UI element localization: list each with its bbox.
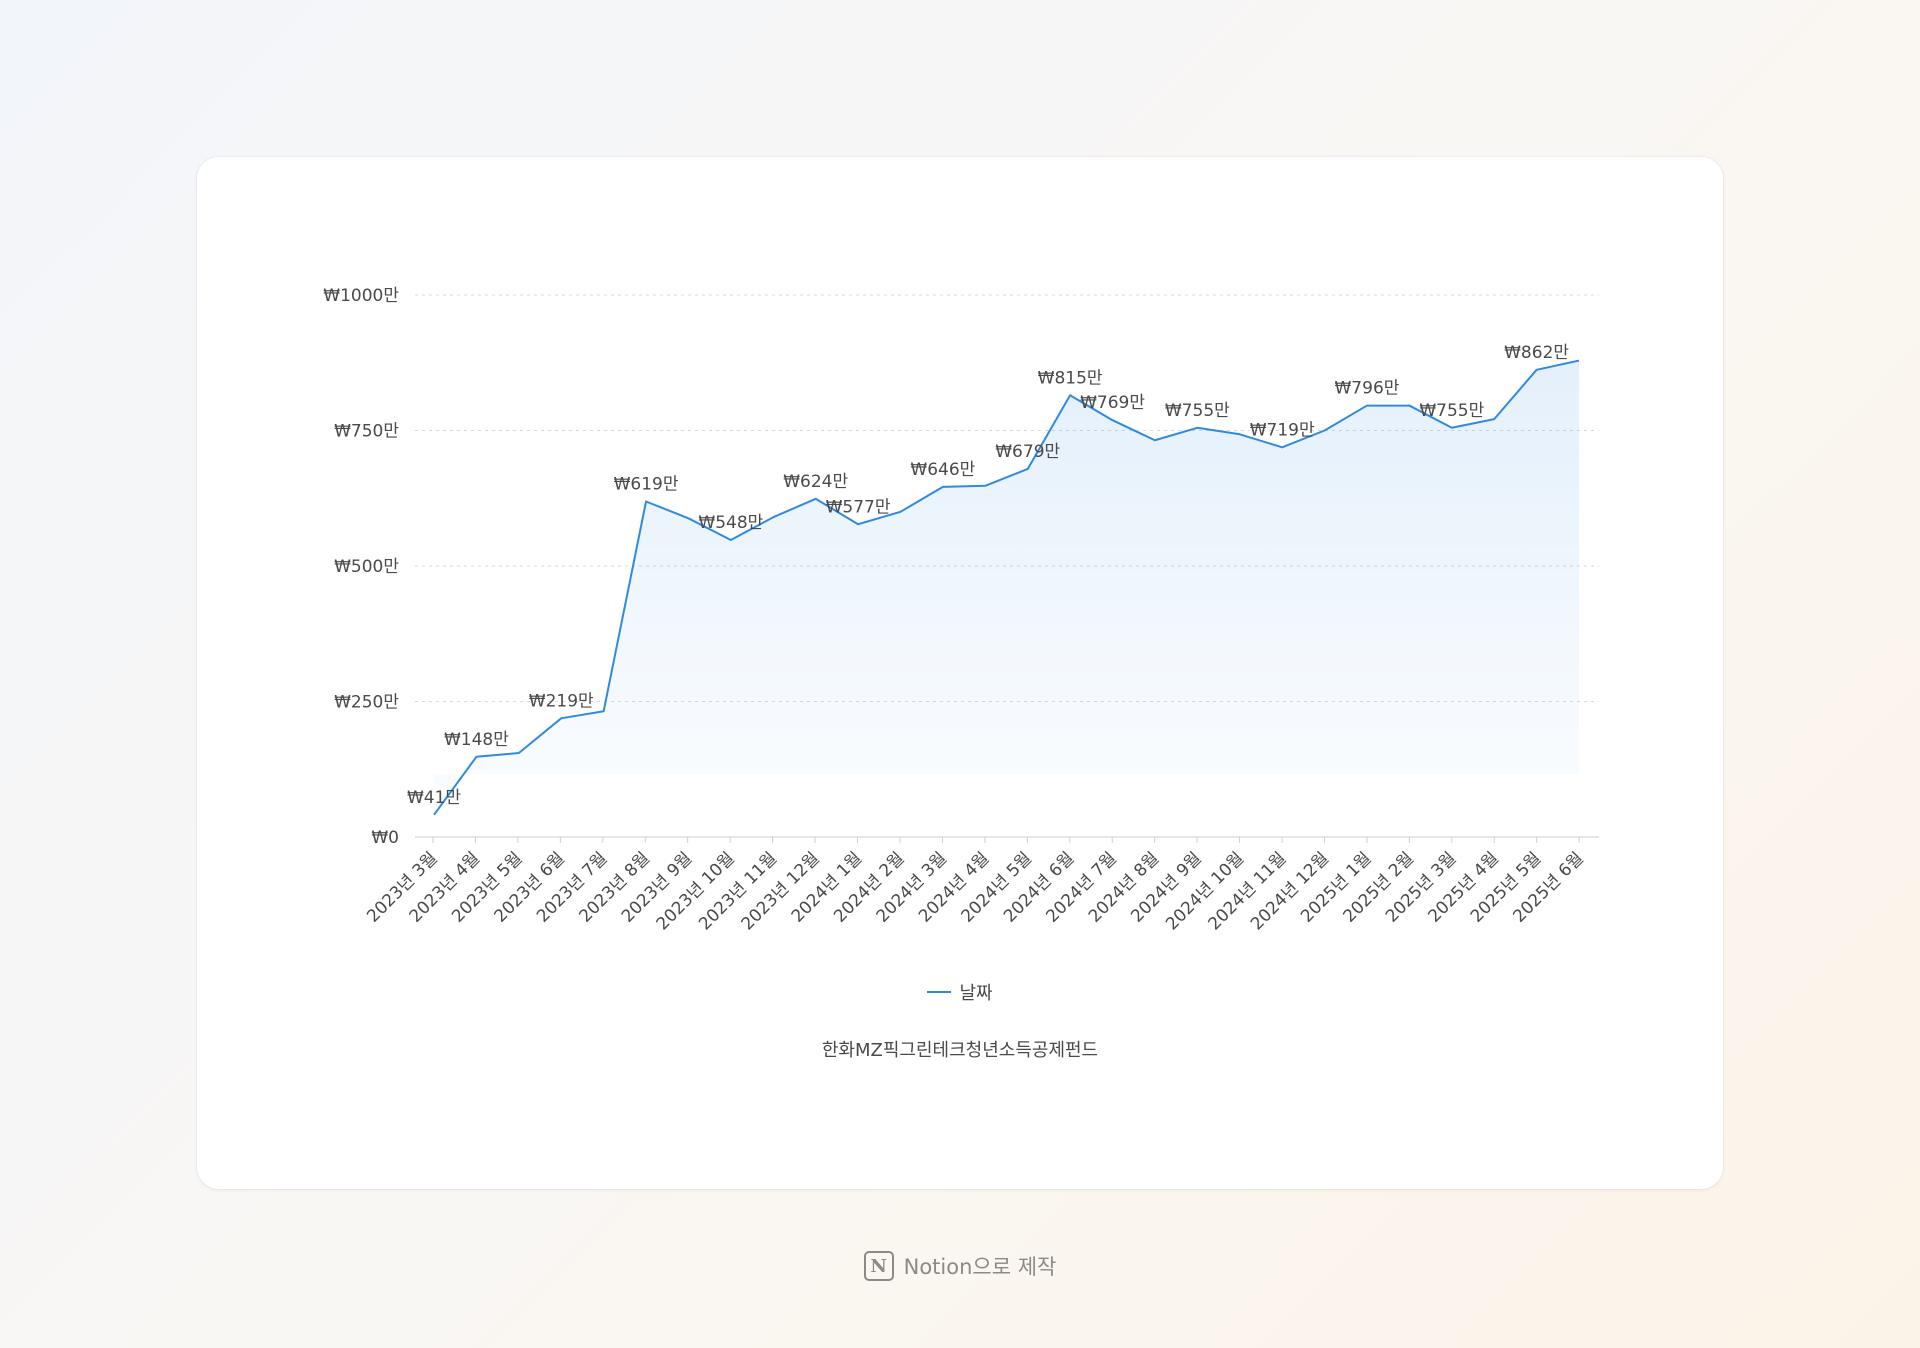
data-label: ₩624만 <box>783 472 848 492</box>
chart-legend[interactable]: 날짜 <box>197 979 1723 1005</box>
made-with-notion[interactable]: N Notion으로 제작 <box>0 1251 1920 1281</box>
data-label: ₩646만 <box>910 460 975 480</box>
y-tick-label: ₩1000만 <box>323 286 399 306</box>
data-label: ₩719만 <box>1250 420 1315 440</box>
notion-logo-icon: N <box>863 1251 894 1281</box>
data-label: ₩796만 <box>1335 379 1400 399</box>
chart-card: ₩0 ₩250만 ₩500만 ₩750만 ₩1000만 2023년 3월 2023년 4월 2… <box>197 157 1723 1189</box>
data-label: ₩755만 <box>1165 401 1230 421</box>
y-tick-label: ₩750만 <box>334 422 399 442</box>
y-tick-label: ₩250만 <box>334 693 399 713</box>
data-label: ₩548만 <box>698 513 763 533</box>
data-label: ₩41만 <box>407 788 461 808</box>
series-line <box>433 359 1580 816</box>
footer-text: Notion으로 제작 <box>903 1255 1057 1279</box>
y-tick-label: ₩0 <box>371 828 399 848</box>
data-label: ₩815만 <box>1038 368 1103 388</box>
y-tick-label: ₩500만 <box>334 557 399 577</box>
area-fill <box>434 360 1579 815</box>
data-label: ₩619만 <box>614 475 679 495</box>
series-area <box>434 360 1579 815</box>
legend-line-swatch <box>927 991 952 993</box>
data-label: ₩862만 <box>1504 343 1569 363</box>
chart-caption: 한화MZ픽그린테크청년소득공제펀드 <box>821 1040 1099 1061</box>
data-label: ₩219만 <box>529 691 594 711</box>
data-labels: ₩41만 ₩148만 ₩219만 ₩619만 ₩548만 ₩624만 ₩577만 ₩646만 ₩… <box>407 343 1569 808</box>
data-label: ₩755만 <box>1419 401 1484 421</box>
data-label: ₩679만 <box>995 442 1060 462</box>
data-label: ₩148만 <box>444 730 509 750</box>
data-label: ₩577만 <box>826 497 891 517</box>
legend-label: 날짜 <box>959 983 993 1004</box>
data-label: ₩769만 <box>1080 393 1145 413</box>
series-polyline <box>433 359 1580 816</box>
